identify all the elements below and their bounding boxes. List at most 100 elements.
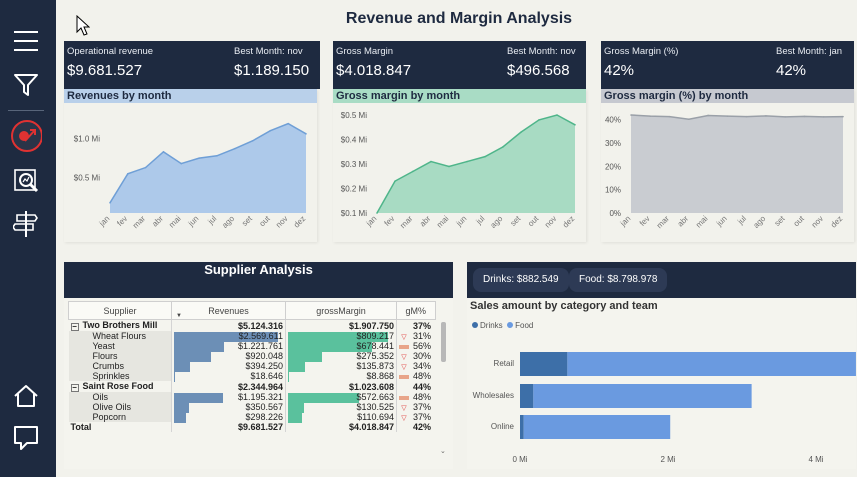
table-row[interactable]: Total $9.681.527 $4.018.847 42% (69, 422, 436, 432)
margin-value: $135.873 (356, 361, 394, 371)
filter-icon[interactable] (10, 70, 42, 100)
revenue-value: $2.569.611 (239, 331, 283, 341)
margin-cell: $130.525 (286, 402, 397, 412)
data-point (823, 116, 825, 118)
col-gross-margin[interactable]: grossMargin (286, 302, 397, 320)
chart-title: Gross margin (%) by month (601, 89, 854, 103)
revenue-target-icon[interactable] (10, 121, 42, 151)
table-row[interactable]: Flours $920.048 $275.352 ▽ 30% (69, 351, 436, 361)
down-triangle-icon: ▽ (399, 363, 409, 371)
gm-pct-cell: 48% (397, 392, 436, 402)
bar-food-wholesales[interactable] (533, 384, 751, 408)
x-tick-label: fev (383, 214, 397, 228)
revenue-chart-panel: Revenues by month $0.5 Mi $1.0 Mi jan fev ma… (64, 89, 317, 242)
kpi-best-value: $1.189.150 (234, 62, 309, 79)
margin-cell: $678.441 (286, 341, 397, 351)
scroll-down-icon[interactable]: ⌄ (440, 447, 446, 455)
supplier-table: Supplier Revenues ▼ grossMargin gM% − Two … (68, 301, 436, 432)
revenue-cell: $2.344.964 (172, 381, 286, 392)
comment-icon[interactable] (10, 423, 42, 453)
table-row[interactable]: Oils $1.195.321 $572.663 48% (69, 392, 436, 402)
margin-value: $572.663 (356, 392, 394, 402)
col-gm-pct[interactable]: gM% (397, 302, 436, 320)
gm-pct-cell: 44% (397, 381, 436, 392)
x-tick-label: mar (398, 214, 414, 230)
supplier-name-text: Oils (93, 392, 109, 402)
neutral-dash-icon (399, 396, 409, 400)
kpi-best-label: Best Month: jan (776, 46, 842, 57)
down-triangle-icon: ▽ (399, 333, 409, 341)
data-point (394, 180, 396, 182)
revenue-value: $2.344.964 (238, 382, 283, 392)
home-icon[interactable] (10, 381, 42, 411)
supplier-name-text: Saint Rose Food (83, 381, 154, 391)
x-tick-label: jul (474, 214, 487, 227)
x-tick-label: fev (638, 214, 652, 228)
supplier-name-text: Flours (93, 351, 118, 361)
x-tick-label: set (773, 214, 787, 228)
supplier-name-text: Sprinkles (93, 371, 130, 381)
data-point (765, 115, 767, 117)
x-tick-label: jul (206, 214, 219, 227)
revenue-area-chart[interactable]: $0.5 Mi $1.0 Mi jan fev mar abr mai jun jul ago se… (64, 103, 317, 242)
x-tick-label: mai (167, 214, 183, 230)
x-tick-label: abr (676, 214, 691, 229)
table-row[interactable]: Yeast $1.221.761 $678.441 56% (69, 341, 436, 351)
col-supplier[interactable]: Supplier (69, 302, 172, 320)
x-tick-label: out (258, 214, 273, 229)
bar-food-online[interactable] (524, 415, 671, 439)
table-row[interactable]: Popcorn $298.226 $110.694 ▽ 37% (69, 412, 436, 422)
collapse-icon[interactable]: − (71, 323, 79, 331)
x-tick-label: jan (97, 214, 112, 229)
gm-pct-value: 34% (413, 361, 431, 371)
data-point (502, 146, 504, 148)
col-revenues[interactable]: Revenues ▼ (172, 302, 286, 320)
table-row[interactable]: − Saint Rose Food $2.344.964 $1.023.608 44% (69, 381, 436, 392)
y-tick-label: 10% (605, 186, 621, 195)
data-point (270, 130, 272, 132)
x-tick-label: dez (292, 214, 307, 229)
menu-icon[interactable] (10, 26, 42, 56)
data-point (145, 167, 147, 169)
x-tick-label: ago (220, 214, 236, 230)
revenue-cell: $1.195.321 (172, 392, 286, 402)
table-row[interactable]: Wheat Flours $2.569.611 $809.217 ▽ 31% (69, 331, 436, 341)
table-row[interactable]: Crumbs $394.250 $135.873 ▽ 34% (69, 361, 436, 371)
table-scrollbar[interactable] (441, 322, 446, 362)
revenue-value: $1.221.761 (238, 341, 283, 351)
bar-drinks-wholesales[interactable] (520, 384, 533, 408)
data-point (234, 148, 236, 150)
collapse-icon[interactable]: − (71, 384, 79, 392)
bar-drinks-online[interactable] (520, 415, 524, 439)
x-tick-label: dez (561, 214, 576, 229)
y-tick-label: 40% (605, 116, 621, 125)
data-point (484, 156, 486, 158)
x-tick-label: set (240, 214, 254, 228)
data-point (180, 163, 182, 165)
gm-pct-cell: ▽ 30% (397, 351, 436, 361)
supplier-name: Crumbs (69, 361, 172, 371)
revenue-value: $1.195.321 (238, 392, 283, 402)
margin-cell: $809.217 (286, 331, 397, 341)
data-point (376, 212, 378, 214)
gm-pct-value: 37% (413, 402, 431, 412)
supplier-name: Popcorn (69, 412, 172, 422)
margin-pct-area-chart[interactable]: 0%10%20%30%40%jan fev mar abr mai jun jul ago se… (601, 103, 854, 242)
table-row[interactable]: Olive Oils $350.567 $130.525 ▽ 37% (69, 402, 436, 412)
table-row[interactable]: − Two Brothers Mill $5.124.316 $1.907.750 37… (69, 320, 436, 332)
sales-bar-chart[interactable]: Retail Wholesales Online 0 Mi 2 Mi 4 Mi (467, 335, 856, 469)
signpost-icon[interactable] (10, 209, 42, 239)
y-tick-label: 0% (609, 209, 621, 218)
revenue-value: $298.226 (245, 412, 283, 422)
margin-pct-chart-panel: Gross margin (%) by month 0% 10% 20% 30% 40%… (601, 89, 854, 242)
search-chart-icon[interactable] (10, 166, 42, 196)
y-category-label: Wholesales (473, 391, 514, 400)
revenue-value: $920.048 (245, 351, 283, 361)
bar-food-retail[interactable] (567, 352, 856, 376)
bar-drinks-retail[interactable] (520, 352, 567, 376)
revenue-cell: $5.124.316 (172, 320, 286, 332)
table-row[interactable]: Sprinkles $18.646 $8.868 48% (69, 371, 436, 381)
data-point (630, 114, 632, 116)
revenue-value: $18.646 (250, 371, 283, 381)
